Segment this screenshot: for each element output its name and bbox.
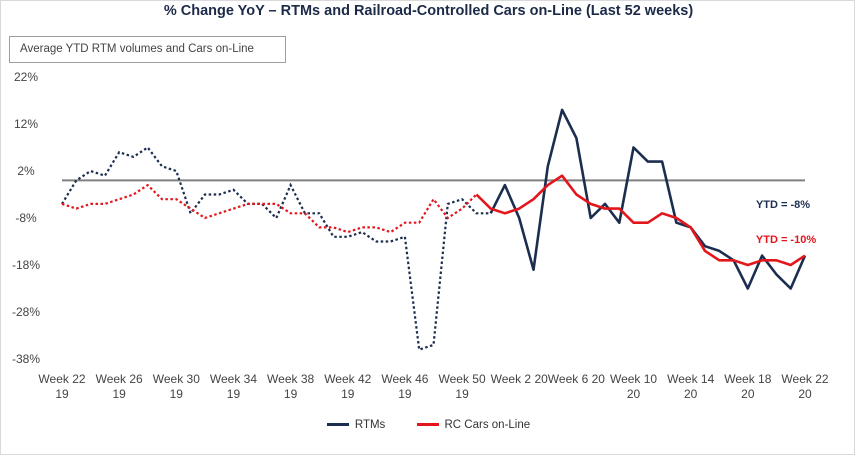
x-tick-label: Week 26 [96,372,143,386]
x-tick-label: 19 [170,387,184,401]
y-tick-label: -18% [12,258,40,272]
y-tick-label: 22% [14,70,38,84]
y-tick-label: -38% [12,352,40,366]
x-tick-label: 19 [55,387,69,401]
y-tick-label: 12% [14,117,38,131]
ytd-rc-cars-label: YTD = -10% [756,234,816,246]
x-tick-label: Week 10 [610,372,657,386]
x-tick-label: Week 14 [667,372,714,386]
legend-item-rtms: RTMs [326,418,386,431]
x-tick-label: Week 18 [724,372,771,386]
x-tick-label: Week 6 20 [548,372,605,386]
x-tick-label: 19 [398,387,412,401]
legend-swatch-rc-cars [416,423,439,426]
x-tick-label: 19 [341,387,355,401]
x-tick-label: Week 22 [781,372,828,386]
chart-note: Average YTD RTM volumes and Cars on-Line [9,36,286,63]
legend-label-rtms: RTMs [354,418,386,431]
chart-title: % Change YoY – RTMs and Railroad-Control… [163,3,694,19]
x-tick-label: Week 34 [210,372,257,386]
x-tick-label: 19 [112,387,126,401]
x-tick-label: 19 [227,387,241,401]
ytd-rtms-label: YTD = -8% [756,199,810,211]
series-line-rc-cars-dotted [61,183,478,234]
legend-item-rc-cars: RC Cars on-Line [416,418,531,431]
legend: RTMs RC Cars on-Line [0,417,857,431]
series-line-rtms-dotted [61,146,491,352]
series-line-rc-cars [475,174,806,267]
x-tick-label: 20 [741,387,755,401]
x-tick-label: 20 [798,387,812,401]
y-tick-label: -8% [15,211,37,225]
x-tick-label: Week 46 [381,372,428,386]
x-tick-label: 20 [684,387,698,401]
x-tick-label: Week 42 [324,372,371,386]
x-tick-label: Week 30 [153,372,200,386]
legend-label-rc-cars: RC Cars on-Line [444,418,531,431]
y-tick-label: -28% [12,305,40,319]
legend-swatch-rtms [326,423,349,426]
x-tick-label: 19 [455,387,469,401]
x-tick-label: Week 2 20 [491,372,548,386]
x-tick-label: 20 [627,387,641,401]
x-tick-label: Week 50 [439,372,486,386]
x-tick-label: Week 38 [267,372,314,386]
x-tick-label: Week 22 [38,372,85,386]
y-tick-label: 2% [17,164,35,178]
x-tick-label: 19 [284,387,298,401]
